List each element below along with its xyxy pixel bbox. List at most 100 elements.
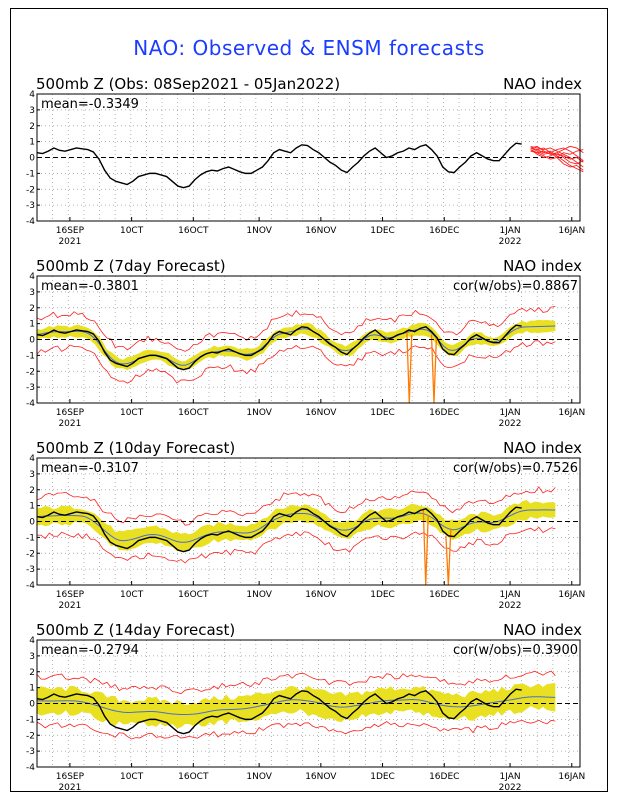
y-tick-label: 1 bbox=[29, 684, 35, 694]
grid bbox=[36, 640, 580, 767]
x-year-label: 2021 bbox=[58, 419, 81, 429]
panel-mean-label: mean=-0.3349 bbox=[41, 97, 139, 112]
x-tick-label: 10CT bbox=[120, 772, 144, 782]
nao-panel-chart: 4 3 2 1 0 -1 -2 -3 -4 16SEP 10CT 16OCT 1NOV 16NOV 1DEC… bbox=[26, 454, 585, 611]
figure-title: NAO: Observed & ENSM forecasts bbox=[133, 36, 485, 60]
y-tick-label: -2 bbox=[26, 185, 35, 195]
x-tick-label: 1DEC bbox=[370, 226, 395, 236]
nao-panel-chart: 4 3 2 1 0 -1 -2 -3 -4 16SEP 10CT 16OCT 1NOV 16NOV 1DEC… bbox=[26, 90, 585, 247]
y-tick-label: 1 bbox=[29, 320, 35, 330]
x-tick-label: 16DEC bbox=[429, 226, 459, 236]
x-tick-label: 16JAN bbox=[558, 590, 585, 600]
y-tick-label: -3 bbox=[26, 201, 35, 211]
y-tick-label: 1 bbox=[29, 502, 35, 512]
ensemble-spread-band bbox=[37, 500, 556, 552]
x-tick-label: 1DEC bbox=[370, 590, 395, 600]
panel-title: 500mb Z (10day Forecast) bbox=[36, 439, 236, 457]
x-tick-label: 1DEC bbox=[370, 408, 395, 418]
panel-correlation-label: cor(w/obs)=0.8867 bbox=[453, 279, 578, 294]
ensemble-envelope bbox=[36, 486, 556, 564]
x-tick-label: 16OCT bbox=[178, 590, 209, 600]
panel-title: 500mb Z (7day Forecast) bbox=[36, 257, 226, 275]
x-tick-label: 16SEP bbox=[56, 590, 85, 600]
y-tick-label: 3 bbox=[29, 652, 35, 662]
observed-nao-line bbox=[36, 324, 522, 371]
forecast-spike bbox=[430, 334, 438, 404]
y-tick-label: -4 bbox=[26, 581, 35, 591]
x-year-label: 2022 bbox=[499, 237, 522, 247]
y-tick-label: -3 bbox=[26, 747, 35, 757]
x-tick-label: 16NOV bbox=[305, 772, 337, 782]
grid bbox=[36, 94, 580, 221]
panel-title: 500mb Z (14day Forecast) bbox=[36, 621, 236, 639]
panel-mean-label: mean=-0.3107 bbox=[41, 461, 139, 476]
panel-index-label: NAO index bbox=[503, 621, 582, 639]
y-tick-label: -1 bbox=[26, 169, 35, 179]
figure-frame bbox=[10, 8, 608, 792]
x-year-label: 2022 bbox=[499, 419, 522, 429]
x-tick-label: 16SEP bbox=[56, 408, 85, 418]
x-tick-label: 16DEC bbox=[429, 408, 459, 418]
panel-index-label: NAO index bbox=[503, 439, 582, 457]
x-tick-label: 10CT bbox=[120, 226, 144, 236]
y-tick-label: 2 bbox=[29, 668, 35, 678]
x-tick-label: 1JAN bbox=[500, 408, 521, 418]
panel-index-label: NAO index bbox=[503, 257, 582, 275]
ensemble-envelope bbox=[36, 305, 556, 384]
y-tick-label: -2 bbox=[26, 731, 35, 741]
x-tick-label: 1NOV bbox=[246, 590, 272, 600]
x-tick-label: 16OCT bbox=[178, 226, 209, 236]
x-tick-label: 1JAN bbox=[500, 772, 521, 782]
y-tick-label: -1 bbox=[26, 715, 35, 725]
nao-panel-chart: 4 3 2 1 0 -1 -2 -3 -4 16SEP 10CT 16OCT 1NOV 16NOV 1DEC… bbox=[26, 636, 585, 793]
x-tick-label: 16NOV bbox=[305, 590, 337, 600]
x-year-label: 2022 bbox=[499, 601, 522, 611]
x-tick-label: 1DEC bbox=[370, 772, 395, 782]
y-tick-label: 2 bbox=[29, 304, 35, 314]
y-tick-label: -4 bbox=[26, 399, 35, 409]
y-tick-label: 0 bbox=[29, 154, 35, 164]
y-tick-label: 3 bbox=[29, 470, 35, 480]
y-tick-label: -4 bbox=[26, 763, 35, 773]
x-tick-label: 16JAN bbox=[558, 772, 585, 782]
y-tick-label: 3 bbox=[29, 288, 35, 298]
x-year-label: 2022 bbox=[499, 783, 522, 793]
x-tick-label: 16SEP bbox=[56, 772, 85, 782]
observed-nao-line bbox=[36, 506, 522, 553]
x-tick-label: 16NOV bbox=[305, 408, 337, 418]
x-year-label: 2021 bbox=[58, 783, 81, 793]
panel-correlation-label: cor(w/obs)=0.7526 bbox=[453, 461, 578, 476]
ensemble-mean-line bbox=[36, 696, 556, 715]
x-tick-label: 16JAN bbox=[558, 226, 585, 236]
nao-panel-chart: 4 3 2 1 0 -1 -2 -3 -4 16SEP 10CT 16OCT 1NOV 16NOV 1DEC… bbox=[26, 272, 585, 429]
y-tick-label: -3 bbox=[26, 383, 35, 393]
ensemble-mean-line bbox=[36, 509, 556, 543]
y-tick-label: -4 bbox=[26, 217, 35, 227]
y-tick-label: 0 bbox=[29, 518, 35, 528]
forecast-members bbox=[530, 145, 584, 173]
panel-index-label: NAO index bbox=[503, 75, 582, 93]
x-tick-label: 1JAN bbox=[500, 226, 521, 236]
y-tick-label: -1 bbox=[26, 351, 35, 361]
x-tick-label: 16OCT bbox=[178, 408, 209, 418]
panel-correlation-label: cor(w/obs)=0.3900 bbox=[453, 643, 578, 658]
x-tick-label: 16OCT bbox=[178, 772, 209, 782]
grid bbox=[36, 458, 580, 585]
y-tick-label: 0 bbox=[29, 700, 35, 710]
x-tick-label: 16DEC bbox=[429, 590, 459, 600]
observed-nao-line bbox=[36, 688, 522, 735]
y-tick-label: -2 bbox=[26, 367, 35, 377]
y-tick-label: 2 bbox=[29, 486, 35, 496]
y-tick-label: 4 bbox=[29, 90, 35, 100]
y-tick-label: 2 bbox=[29, 122, 35, 132]
observed-nao-line bbox=[36, 142, 522, 189]
x-tick-label: 1NOV bbox=[246, 772, 272, 782]
x-tick-label: 16DEC bbox=[429, 772, 459, 782]
x-year-label: 2021 bbox=[58, 237, 81, 247]
y-tick-label: 4 bbox=[29, 272, 35, 282]
x-tick-label: 10CT bbox=[120, 408, 144, 418]
ensemble-envelope bbox=[36, 670, 556, 740]
y-tick-label: -3 bbox=[26, 565, 35, 575]
y-tick-label: 0 bbox=[29, 336, 35, 346]
panel-title: 500mb Z (Obs: 08Sep2021 - 05Jan2022) bbox=[36, 75, 341, 93]
